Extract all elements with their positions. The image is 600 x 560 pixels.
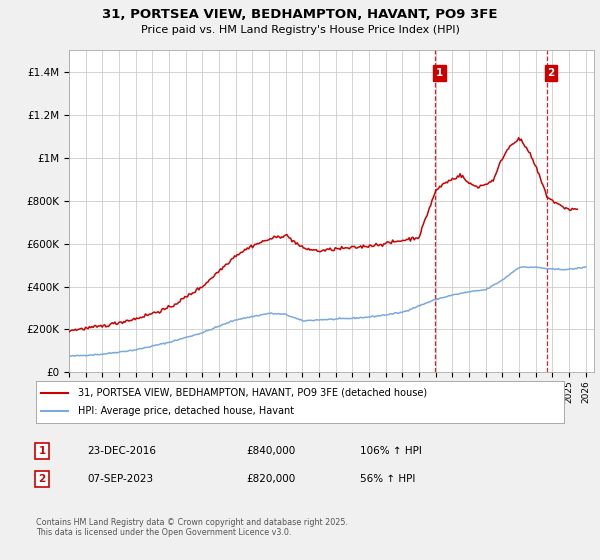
Text: Contains HM Land Registry data © Crown copyright and database right 2025.
This d: Contains HM Land Registry data © Crown c… (36, 518, 348, 538)
Text: HPI: Average price, detached house, Havant: HPI: Average price, detached house, Hava… (78, 406, 295, 416)
Text: 2: 2 (548, 68, 555, 78)
Text: £840,000: £840,000 (246, 446, 295, 456)
Text: 23-DEC-2016: 23-DEC-2016 (87, 446, 156, 456)
Text: 56% ↑ HPI: 56% ↑ HPI (360, 474, 415, 484)
Text: 2: 2 (38, 474, 46, 484)
Text: 106% ↑ HPI: 106% ↑ HPI (360, 446, 422, 456)
Text: 1: 1 (38, 446, 46, 456)
Text: £820,000: £820,000 (246, 474, 295, 484)
Text: 31, PORTSEA VIEW, BEDHAMPTON, HAVANT, PO9 3FE (detached house): 31, PORTSEA VIEW, BEDHAMPTON, HAVANT, PO… (78, 388, 427, 398)
Text: Price paid vs. HM Land Registry's House Price Index (HPI): Price paid vs. HM Land Registry's House … (140, 25, 460, 35)
Text: 31, PORTSEA VIEW, BEDHAMPTON, HAVANT, PO9 3FE: 31, PORTSEA VIEW, BEDHAMPTON, HAVANT, PO… (102, 8, 498, 21)
Text: 1: 1 (436, 68, 443, 78)
Text: 07-SEP-2023: 07-SEP-2023 (87, 474, 153, 484)
